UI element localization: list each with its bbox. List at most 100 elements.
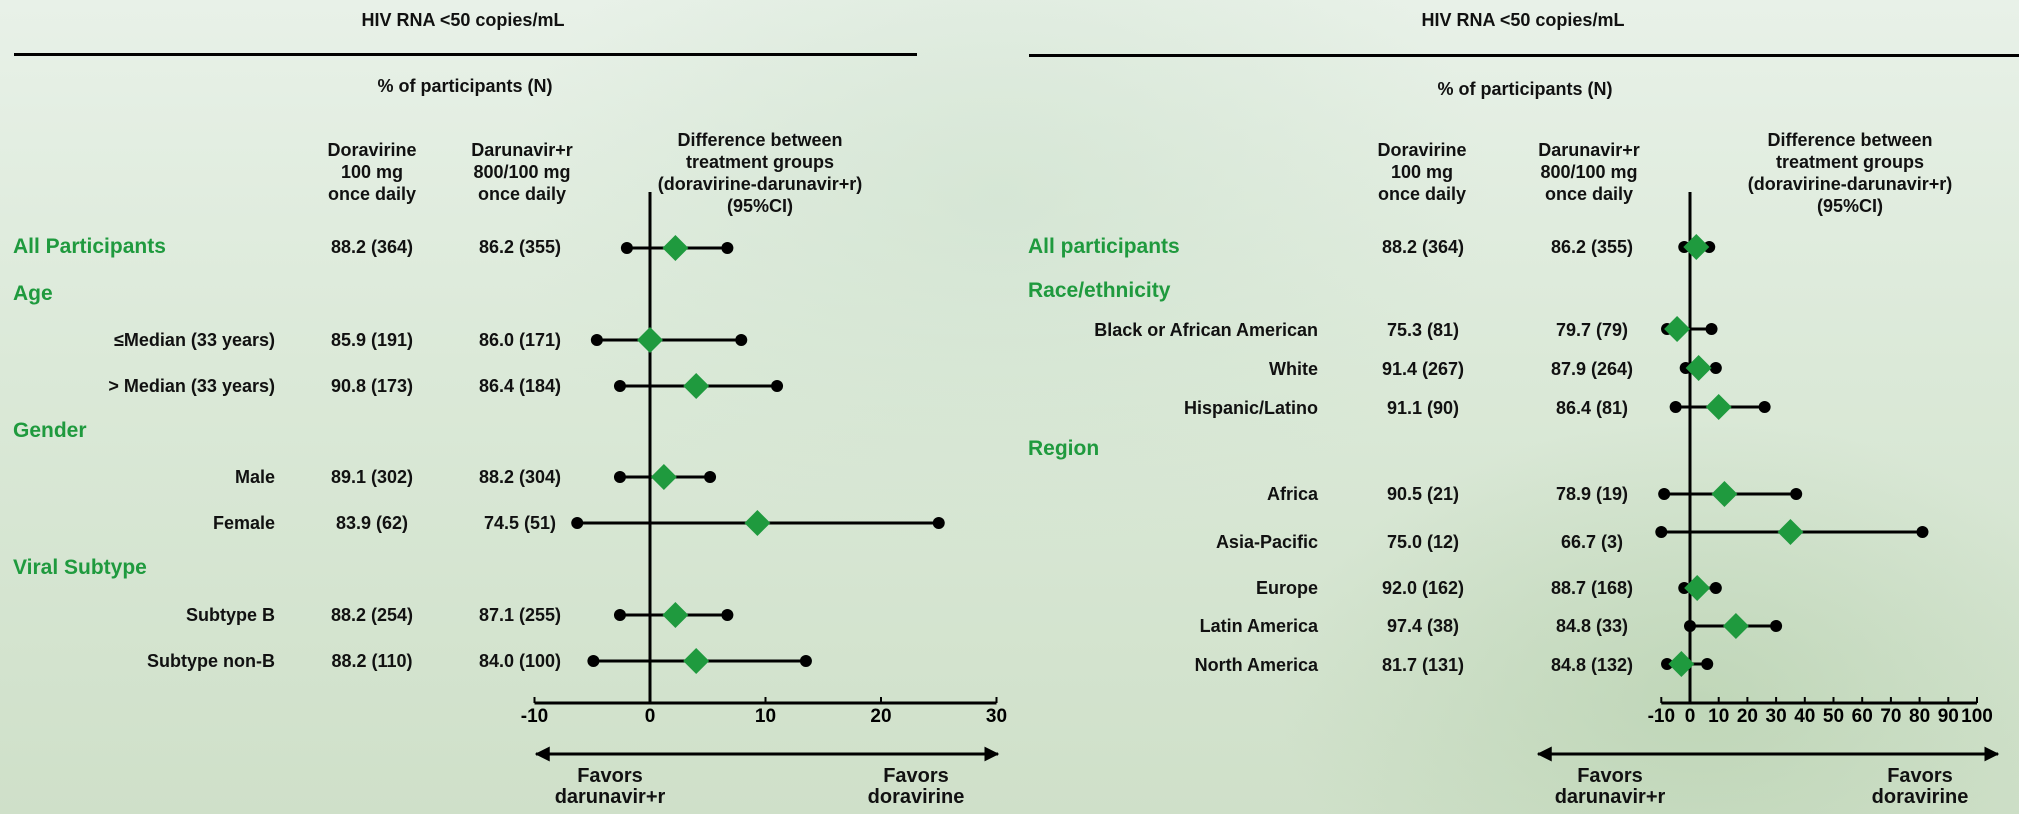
point-estimate-diamond <box>650 464 677 490</box>
ci-upper-point <box>799 655 812 667</box>
right-row-north-america-label: North America <box>1194 655 1318 675</box>
ci-lower-point <box>590 334 603 346</box>
left-row-age-gt-median-a: 90.8 (173) <box>330 376 414 396</box>
ci-upper-point <box>1916 526 1929 538</box>
right-row-asia-b: 66.7 (3) <box>1560 532 1624 552</box>
x-tick-label: 0 <box>1685 706 1696 727</box>
right-row-all-participants-b: 86.2 (355) <box>1550 237 1634 257</box>
point-estimate-diamond <box>1705 394 1732 420</box>
point-estimate-diamond <box>744 510 771 536</box>
right-row-hispanic-a: 91.1 (90) <box>1386 398 1460 418</box>
right-row-asia-label: Asia-Pacific <box>1215 532 1318 552</box>
x-tick-label: -10 <box>521 706 548 727</box>
right-row-white-a: 91.4 (267) <box>1381 359 1465 379</box>
left-row-male-b: 88.2 (304) <box>478 467 562 487</box>
x-tick-label: 100 <box>1961 706 1993 727</box>
left-row-subtype-b-b: 87.1 (255) <box>478 605 562 625</box>
point-estimate-diamond <box>1684 575 1711 601</box>
right-subtitle: % of participants (N) <box>1437 79 1613 99</box>
right-row-all-participants-label: All participants <box>1028 235 1180 258</box>
left-row-age-le-median-b: 86.0 (171) <box>478 330 562 350</box>
right-col-header-difference: Difference between treatment groups (dorav… <box>1747 130 1953 216</box>
right-row-black-a: 75.3 (81) <box>1386 320 1460 340</box>
x-tick-label: 70 <box>1880 706 1901 727</box>
right-row-white-b: 87.9 (264) <box>1550 359 1634 379</box>
x-tick-label: 50 <box>1823 706 1844 727</box>
point-estimate-diamond <box>1722 613 1749 639</box>
point-estimate-diamond <box>1685 355 1712 381</box>
right-favors-doravirine: Favors doravirine <box>1871 765 1969 808</box>
x-tick-label: 40 <box>1794 706 1815 727</box>
x-tick-label: 90 <box>1938 706 1959 727</box>
ci-upper-point <box>1709 582 1722 594</box>
left-row-age-gt-median-label: > Median (33 years) <box>108 376 275 396</box>
ci-lower-point <box>1684 620 1696 632</box>
right-row-africa-a: 90.5 (21) <box>1386 484 1460 504</box>
point-estimate-diamond <box>637 327 663 353</box>
x-tick-label: 20 <box>870 706 891 727</box>
right-row-white-label: White <box>1269 359 1318 379</box>
point-estimate-diamond <box>683 648 710 674</box>
right-row-africa-label: Africa <box>1266 484 1318 504</box>
ci-upper-point <box>1790 488 1803 500</box>
left-row-female-a: 83.9 (62) <box>335 513 409 533</box>
right-col-header-darunavir: Darunavir+r 800/100 mg once daily <box>1538 140 1640 204</box>
ci-lower-point <box>571 517 584 529</box>
left-title-rule <box>14 53 917 56</box>
ci-upper-point <box>1701 658 1714 670</box>
right-col-header-doravirine: Doravirine 100 mg once daily <box>1377 140 1467 204</box>
left-row-subtype-b-label: Subtype B <box>185 605 275 625</box>
x-tick-label: 10 <box>755 706 776 727</box>
left-row-female-b: 74.5 (51) <box>483 513 557 533</box>
left-row-subtype-non-b-label: Subtype non-B <box>147 651 275 671</box>
left-col-header-difference: Difference between treatment groups (dorav… <box>657 130 863 216</box>
right-row-europe-a: 92.0 (162) <box>1381 578 1465 598</box>
ci-lower-point <box>613 609 626 621</box>
left-row-all-participants-b: 86.2 (355) <box>478 237 562 257</box>
ci-upper-point <box>721 609 734 621</box>
left-heading-viral-subtype: Viral Subtype <box>13 556 147 579</box>
x-tick-label: 30 <box>1766 706 1787 727</box>
right-row-all-participants-a: 88.2 (364) <box>1381 237 1465 257</box>
x-tick-label: 10 <box>1708 706 1729 727</box>
right-row-hispanic-b: 86.4 (81) <box>1555 398 1629 418</box>
point-estimate-diamond <box>1664 316 1691 342</box>
ci-lower-point <box>1658 488 1671 500</box>
left-row-female-label: Female <box>212 513 275 533</box>
ci-lower-point <box>620 242 633 254</box>
left-col-header-darunavir: Darunavir+r 800/100 mg once daily <box>471 140 573 204</box>
x-tick-label: 30 <box>986 706 1007 727</box>
point-estimate-diamond <box>1668 651 1695 677</box>
right-row-black-b: 79.7 (79) <box>1555 320 1629 340</box>
left-favors-darunavir: Favors darunavir+r <box>554 765 666 808</box>
left-row-subtype-b-a: 88.2 (254) <box>330 605 414 625</box>
point-estimate-diamond <box>1711 481 1738 507</box>
ci-upper-point <box>1758 401 1771 413</box>
ci-upper-point <box>1770 620 1783 632</box>
right-row-latin-america-label: Latin America <box>1199 616 1318 636</box>
left-row-male-label: Male <box>234 467 275 487</box>
point-estimate-diamond <box>1683 234 1710 260</box>
x-tick-label: 0 <box>645 706 656 727</box>
right-row-latin-america-a: 97.4 (38) <box>1386 616 1460 636</box>
x-tick-label: -10 <box>1648 706 1675 727</box>
point-estimate-diamond <box>1777 519 1804 545</box>
left-row-male-a: 89.1 (302) <box>330 467 414 487</box>
ci-upper-point <box>1705 323 1718 335</box>
left-row-age-gt-median-b: 86.4 (184) <box>478 376 562 396</box>
left-row-all-participants-label: All Participants <box>13 235 166 258</box>
left-heading-age: Age <box>13 282 53 305</box>
ci-lower-point <box>1669 401 1682 413</box>
x-tick-label: 60 <box>1852 706 1873 727</box>
right-row-asia-a: 75.0 (12) <box>1386 532 1460 552</box>
left-subtitle: % of participants (N) <box>377 76 553 96</box>
ci-upper-point <box>735 334 748 346</box>
right-favors-darunavir: Favors darunavir+r <box>1554 765 1666 808</box>
point-estimate-diamond <box>662 602 689 628</box>
right-heading-region: Region <box>1028 437 1100 460</box>
x-tick-label: 80 <box>1909 706 1930 727</box>
right-row-north-america-a: 81.7 (131) <box>1381 655 1465 675</box>
left-title: HIV RNA <50 copies/mL <box>361 10 565 30</box>
left-row-subtype-non-b-b: 84.0 (100) <box>478 651 562 671</box>
left-row-age-le-median-label: ≤Median (33 years) <box>114 330 275 350</box>
